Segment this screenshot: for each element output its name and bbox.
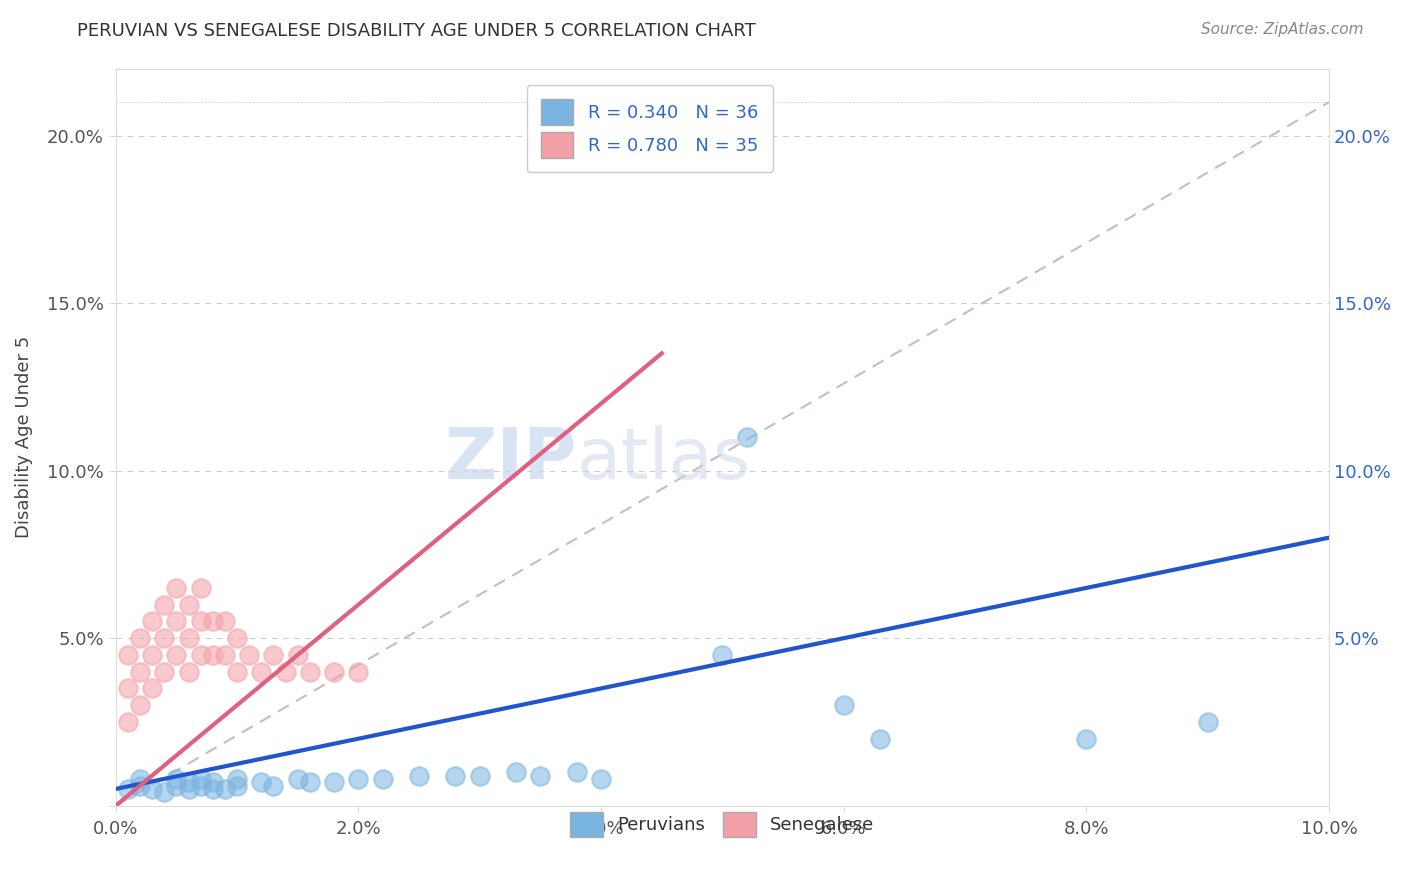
- Point: [177, 631, 200, 645]
- Point: [190, 581, 212, 595]
- Point: [287, 648, 309, 662]
- Point: [129, 698, 152, 713]
- Point: [190, 615, 212, 629]
- Point: [190, 779, 212, 793]
- Point: [177, 665, 200, 679]
- Point: [323, 775, 346, 789]
- Point: [226, 779, 249, 793]
- Point: [262, 648, 284, 662]
- Point: [153, 665, 176, 679]
- Point: [117, 648, 139, 662]
- Point: [165, 615, 187, 629]
- Point: [444, 768, 467, 782]
- Point: [274, 665, 297, 679]
- Point: [129, 631, 152, 645]
- Point: [250, 665, 273, 679]
- Point: [141, 615, 163, 629]
- Point: [1197, 714, 1219, 729]
- Point: [190, 648, 212, 662]
- Point: [201, 781, 224, 796]
- Point: [226, 665, 249, 679]
- Point: [201, 615, 224, 629]
- Point: [371, 772, 394, 786]
- Point: [165, 581, 187, 595]
- Point: [129, 665, 152, 679]
- Point: [153, 631, 176, 645]
- Point: [165, 772, 187, 786]
- Point: [711, 648, 734, 662]
- Point: [141, 781, 163, 796]
- Point: [347, 772, 370, 786]
- Point: [201, 648, 224, 662]
- Legend: Peruvians, Senegalese: Peruvians, Senegalese: [564, 805, 882, 845]
- Point: [408, 768, 430, 782]
- Text: atlas: atlas: [576, 425, 751, 494]
- Point: [529, 768, 551, 782]
- Point: [735, 430, 758, 444]
- Point: [214, 648, 236, 662]
- Point: [565, 765, 588, 780]
- Point: [117, 714, 139, 729]
- Point: [129, 772, 152, 786]
- Point: [869, 731, 891, 746]
- Point: [177, 598, 200, 612]
- Point: [832, 698, 855, 713]
- Text: ZIP: ZIP: [444, 425, 576, 494]
- Point: [226, 631, 249, 645]
- Point: [177, 781, 200, 796]
- Point: [141, 648, 163, 662]
- Point: [347, 665, 370, 679]
- Point: [250, 775, 273, 789]
- Point: [262, 779, 284, 793]
- Point: [1076, 731, 1098, 746]
- Point: [226, 772, 249, 786]
- Point: [165, 648, 187, 662]
- Point: [117, 781, 139, 796]
- Point: [214, 615, 236, 629]
- Point: [153, 598, 176, 612]
- Point: [298, 665, 321, 679]
- Point: [323, 665, 346, 679]
- Point: [505, 765, 527, 780]
- Point: [468, 768, 491, 782]
- Point: [129, 779, 152, 793]
- Point: [591, 772, 613, 786]
- Point: [190, 772, 212, 786]
- Point: [201, 775, 224, 789]
- Text: Source: ZipAtlas.com: Source: ZipAtlas.com: [1201, 22, 1364, 37]
- Point: [287, 772, 309, 786]
- Y-axis label: Disability Age Under 5: Disability Age Under 5: [15, 336, 32, 538]
- Point: [177, 775, 200, 789]
- Point: [141, 681, 163, 696]
- Point: [117, 681, 139, 696]
- Point: [214, 781, 236, 796]
- Point: [153, 785, 176, 799]
- Point: [165, 779, 187, 793]
- Text: PERUVIAN VS SENEGALESE DISABILITY AGE UNDER 5 CORRELATION CHART: PERUVIAN VS SENEGALESE DISABILITY AGE UN…: [77, 22, 756, 40]
- Point: [238, 648, 260, 662]
- Point: [298, 775, 321, 789]
